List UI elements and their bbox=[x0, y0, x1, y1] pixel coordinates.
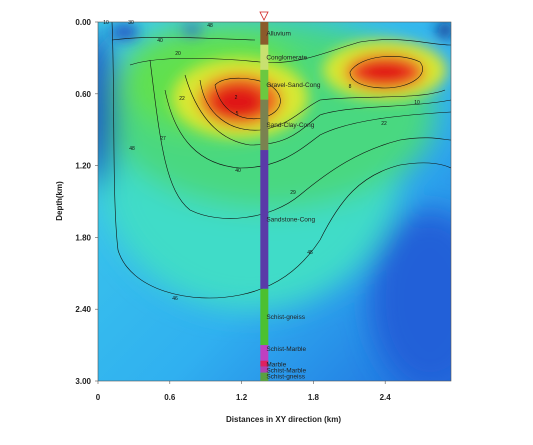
borehole-unit bbox=[260, 372, 269, 381]
borehole-unit bbox=[260, 99, 269, 151]
contour-label: 40 bbox=[235, 168, 241, 174]
contour-label: 10 bbox=[103, 20, 109, 26]
borehole-label: Schist-Marble bbox=[266, 368, 306, 375]
plot-frame bbox=[97, 21, 452, 382]
x-tick-label: 1.2 bbox=[236, 393, 248, 402]
borehole-label: Sandstone-Cong bbox=[266, 216, 315, 223]
x-tick-label: 0.6 bbox=[164, 393, 176, 402]
borehole-label: Sand-Clay-Cong bbox=[266, 122, 314, 129]
borehole-label: Conglomerate bbox=[266, 54, 307, 61]
contour-lines bbox=[111, 22, 451, 299]
borehole-unit bbox=[260, 44, 269, 70]
contour-label: 5 bbox=[236, 111, 239, 117]
borehole-unit bbox=[260, 150, 269, 289]
borehole-label: Schist-gneiss bbox=[266, 374, 305, 381]
x-tick-label: 2.4 bbox=[380, 393, 392, 402]
borehole-unit bbox=[260, 360, 269, 367]
contour-label: 20 bbox=[175, 51, 181, 57]
borehole-label: Schist-gneiss bbox=[266, 314, 305, 321]
borehole-unit bbox=[260, 69, 269, 100]
well-marker bbox=[259, 11, 269, 21]
y-tick-label: 0.60 bbox=[75, 90, 91, 99]
contour-label: 40 bbox=[157, 38, 163, 44]
contour-label: 30 bbox=[128, 20, 134, 26]
contour-label: 22 bbox=[179, 96, 185, 102]
x-tick-label: 1.8 bbox=[308, 393, 320, 402]
contour-label: 29 bbox=[290, 190, 296, 196]
contour-label: 2 bbox=[235, 95, 238, 101]
y-tick-label: 3.00 bbox=[75, 377, 91, 386]
y-tick-label: 1.20 bbox=[75, 162, 91, 171]
x-tick-label: 0 bbox=[96, 393, 101, 402]
borehole-label: Alluvium bbox=[266, 30, 291, 37]
x-axis-title: Distances in XY direction (km) bbox=[226, 415, 341, 424]
contour-label: 10 bbox=[414, 100, 420, 106]
y-axis-title: Depth(km) bbox=[55, 181, 64, 221]
contour-label: 45 bbox=[307, 250, 313, 256]
y-tick-label: 2.40 bbox=[75, 305, 91, 314]
color-field bbox=[98, 22, 451, 381]
y-tick-label: 1.80 bbox=[75, 233, 91, 242]
borehole-unit bbox=[260, 22, 269, 45]
contour-label: 27 bbox=[160, 136, 166, 142]
contour-label: 48 bbox=[129, 146, 135, 152]
borehole-label: Marble bbox=[266, 362, 286, 369]
borehole-unit bbox=[260, 345, 269, 361]
borehole-unit bbox=[260, 366, 269, 373]
borehole-label: Schist-Marble bbox=[266, 346, 306, 353]
contour-label: 48 bbox=[207, 23, 213, 29]
borehole-label: Gravel-Sand-Cong bbox=[266, 82, 321, 89]
contour-label: 8 bbox=[349, 84, 352, 90]
borehole-unit bbox=[260, 288, 269, 346]
y-tick-label: 0.00 bbox=[75, 18, 91, 27]
contour-label: 46 bbox=[172, 296, 178, 302]
contour-label: 22 bbox=[381, 121, 387, 127]
